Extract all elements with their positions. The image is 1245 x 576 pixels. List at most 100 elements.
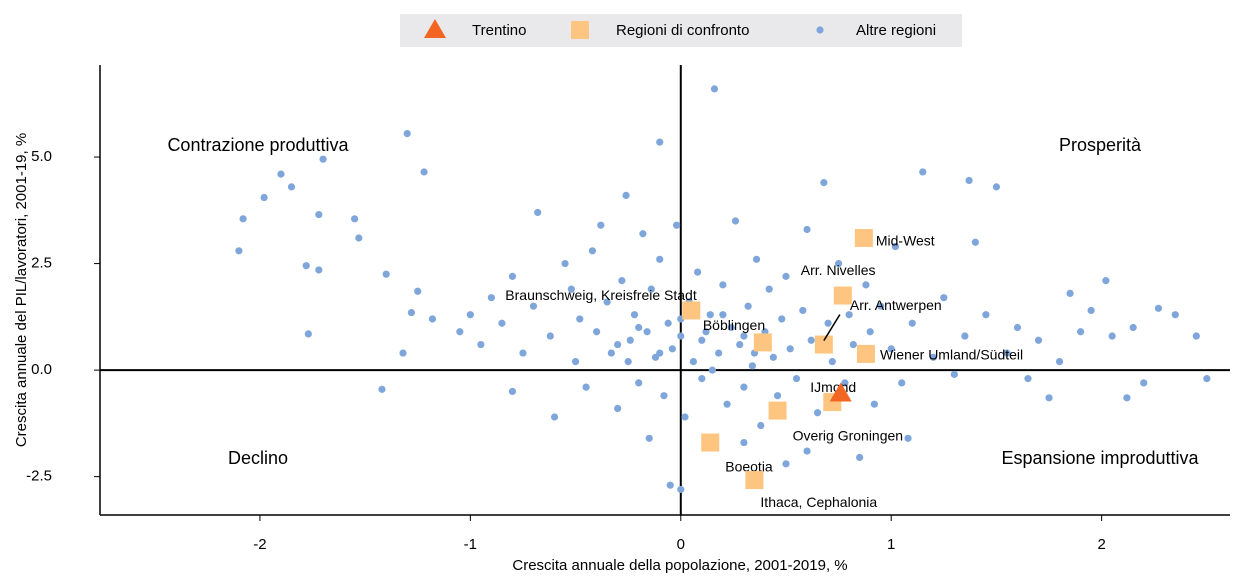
point <box>624 357 632 366</box>
point <box>677 332 685 340</box>
point <box>597 221 605 229</box>
legend-marker <box>816 26 824 34</box>
point-label: Boeotia <box>725 458 773 474</box>
region-marker <box>753 333 772 352</box>
point <box>698 375 706 383</box>
point <box>487 294 495 302</box>
point <box>786 345 794 353</box>
point <box>407 308 416 317</box>
point <box>1129 323 1137 332</box>
region-marker <box>814 335 833 354</box>
point <box>351 215 359 223</box>
point <box>824 319 832 327</box>
point <box>849 340 857 349</box>
point <box>1140 379 1148 387</box>
point <box>319 155 327 163</box>
y-tick-label: 2.5 <box>31 255 52 272</box>
point <box>782 460 790 468</box>
point <box>656 349 664 357</box>
region-marker <box>833 286 852 305</box>
point-label: Arr. Nivelles <box>801 262 876 278</box>
point <box>656 138 664 146</box>
point <box>706 311 714 319</box>
point <box>803 447 811 455</box>
point <box>1055 357 1064 366</box>
point <box>891 242 900 251</box>
point <box>668 345 676 353</box>
point <box>567 285 575 293</box>
point <box>866 328 874 336</box>
point <box>1013 323 1022 332</box>
point <box>582 383 590 391</box>
point <box>710 85 719 93</box>
point <box>355 234 363 242</box>
point <box>660 392 668 400</box>
point <box>1102 277 1110 285</box>
point <box>757 421 765 430</box>
point <box>740 383 748 391</box>
point <box>498 319 506 327</box>
point <box>1045 394 1053 402</box>
point <box>681 413 689 421</box>
quadrant-label: Contrazione produttiva <box>167 135 349 155</box>
point <box>664 319 672 327</box>
point <box>828 357 836 366</box>
point <box>752 255 761 263</box>
point <box>614 404 622 413</box>
point <box>708 366 716 374</box>
point <box>792 375 801 383</box>
point <box>1066 289 1074 298</box>
point <box>898 379 906 387</box>
point <box>534 208 542 217</box>
x-tick-label: 2 <box>1097 536 1105 553</box>
point <box>919 168 927 176</box>
point <box>546 332 554 340</box>
point <box>961 332 969 340</box>
point <box>835 259 843 268</box>
legend-box <box>400 14 962 47</box>
point <box>769 353 777 361</box>
point <box>694 268 702 276</box>
point <box>803 225 811 234</box>
y-axis-label: Crescita annuale del PIL/lavoratori, 200… <box>13 133 30 447</box>
point-label: Arr. Antwerpen <box>850 297 942 313</box>
point <box>1123 394 1131 402</box>
point <box>635 323 643 332</box>
region-marker <box>829 382 852 402</box>
point <box>235 247 243 255</box>
point <box>908 319 916 327</box>
point-label: Wiener Umland/Südteil <box>880 347 1023 363</box>
point <box>561 259 569 268</box>
x-tick-label: 1 <box>887 536 895 553</box>
x-axis-label: Crescita annuale della popolazione, 2001… <box>512 557 847 574</box>
leader-line <box>823 314 841 341</box>
point <box>277 170 285 178</box>
point <box>965 176 973 185</box>
point <box>1034 336 1043 344</box>
region-marker <box>701 433 720 452</box>
point <box>315 210 323 219</box>
point <box>740 438 748 447</box>
point <box>672 221 681 229</box>
point <box>576 315 584 323</box>
point <box>643 328 651 336</box>
point <box>239 215 247 223</box>
region-marker <box>682 301 701 320</box>
point <box>630 311 639 319</box>
point <box>645 434 653 442</box>
point <box>588 247 597 255</box>
point <box>677 485 685 494</box>
point <box>1203 375 1211 383</box>
point <box>799 306 807 315</box>
point-label: Overig Groningen <box>793 427 904 443</box>
point <box>740 332 748 340</box>
legend-label: Trentino <box>472 22 526 39</box>
quadrant-label: Declino <box>228 448 288 468</box>
point <box>971 238 979 246</box>
point <box>287 183 296 191</box>
point <box>508 272 517 280</box>
point-label: Braunschweig, Kreisfreie Stadt <box>505 287 697 303</box>
point <box>765 285 773 293</box>
point <box>773 392 782 400</box>
legend-label: Regioni di confronto <box>616 22 749 39</box>
